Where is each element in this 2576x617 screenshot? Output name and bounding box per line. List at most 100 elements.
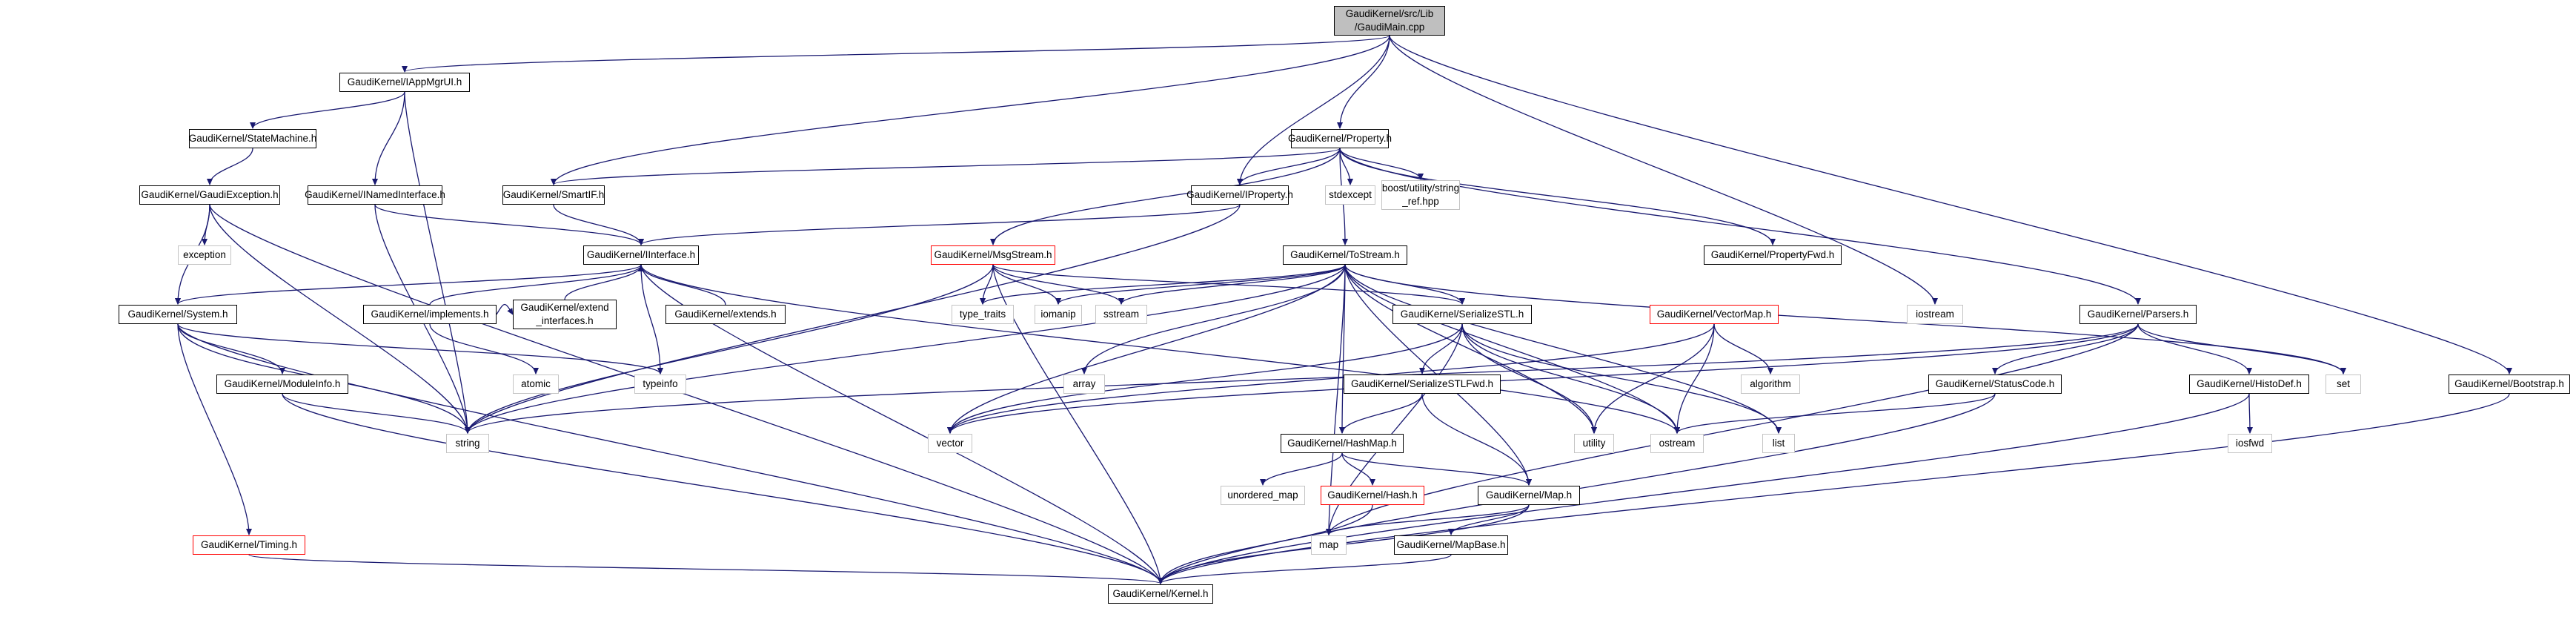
include-edge-property-to-iproperty xyxy=(1237,148,1341,185)
graph-node-propertyfwd[interactable]: GaudiKernel/PropertyFwd.h xyxy=(1704,245,1842,265)
graph-node-extends[interactable]: GaudiKernel/extends.h xyxy=(665,305,786,324)
graph-node-booststringref[interactable]: boost/utility/string _ref.hpp xyxy=(1381,180,1460,210)
graph-node-hash[interactable]: GaudiKernel/Hash.h xyxy=(1321,486,1424,505)
graph-node-array[interactable]: array xyxy=(1063,375,1105,394)
graph-node-stdexcept[interactable]: stdexcept xyxy=(1325,185,1375,205)
include-edge-parsers-to-histodef xyxy=(2137,323,2252,375)
include-edge-extendinterfaces-to-iinterface xyxy=(564,265,644,300)
include-edge-bootstrap-to-kernel xyxy=(1158,393,2510,584)
include-edge-serializestl-to-vector xyxy=(947,323,1463,434)
include-edge-vectormap-to-vector xyxy=(947,323,1715,434)
graph-node-mapbase[interactable]: GaudiKernel/MapBase.h xyxy=(1394,535,1508,555)
graph-node-exception[interactable]: exception xyxy=(178,245,231,265)
graph-node-statuscode[interactable]: GaudiKernel/StatusCode.h xyxy=(1928,375,2062,394)
include-edge-iinterface-to-system xyxy=(175,264,642,305)
include-edge-msgstream-to-typetraits xyxy=(980,264,994,305)
include-edge-msgstream-to-sstream xyxy=(992,264,1124,305)
include-edge-parsers-to-set xyxy=(2137,323,2346,375)
include-edge-iinterface-to-kernel xyxy=(640,264,1163,584)
include-edge-iproperty-to-iinterface xyxy=(638,204,1241,245)
graph-node-main[interactable]: GaudiKernel/src/Lib /GaudiMain.cpp xyxy=(1334,6,1445,36)
include-edge-property-to-smartif xyxy=(551,148,1341,185)
include-edge-tostream-to-utility xyxy=(1344,264,1597,434)
graph-node-map[interactable]: map xyxy=(1311,535,1347,555)
graph-node-inamedinterface[interactable]: GaudiKernel/INamedInterface.h xyxy=(305,185,445,205)
include-edge-inamedinterface-to-iinterface xyxy=(374,204,644,245)
graph-node-extendinterfaces[interactable]: GaudiKernel/extend _interfaces.h xyxy=(513,300,617,329)
graph-node-system[interactable]: GaudiKernel/System.h xyxy=(119,305,237,324)
graph-node-set[interactable]: set xyxy=(2326,375,2361,394)
include-edge-msgstream-to-string xyxy=(465,264,994,434)
include-edge-tostream-to-sstream xyxy=(1118,264,1346,305)
include-edge-statuscode-to-ostream xyxy=(1674,393,1996,434)
graph-node-vector[interactable]: vector xyxy=(928,434,972,453)
graph-node-ostream[interactable]: ostream xyxy=(1650,434,1704,453)
include-edge-gaudiexception-to-kernel xyxy=(209,204,1163,584)
include-edge-property-to-msgstream xyxy=(990,148,1341,245)
include-edge-msgstream-to-serializestl xyxy=(992,264,1465,305)
include-edge-mapbase-to-kernel xyxy=(1158,554,1452,584)
graph-node-tostream[interactable]: GaudiKernel/ToStream.h xyxy=(1283,245,1407,265)
graph-node-iinterface[interactable]: GaudiKernel/IInterface.h xyxy=(583,245,699,265)
include-edge-serializestlfwd-to-hashmap xyxy=(1339,393,1423,434)
graph-node-iosfwd[interactable]: iosfwd xyxy=(2228,434,2272,453)
graph-node-list[interactable]: list xyxy=(1762,434,1795,453)
graph-node-algorithm[interactable]: algorithm xyxy=(1741,375,1800,394)
include-edge-iappmgrui-to-string xyxy=(404,91,471,434)
include-edge-statemachine-to-gaudiexception xyxy=(207,148,253,185)
include-edge-implements-to-iinterface xyxy=(429,265,644,306)
graph-node-iproperty[interactable]: GaudiKernel/IProperty.h xyxy=(1186,185,1293,205)
include-edge-vectormap-to-ostream xyxy=(1674,323,1715,434)
graph-node-statemachine[interactable]: GaudiKernel/StateMachine.h xyxy=(189,129,316,148)
graph-node-serializestlfwd[interactable]: GaudiKernel/SerializeSTLFwd.h xyxy=(1344,375,1501,394)
graph-node-utility[interactable]: utility xyxy=(1574,434,1614,453)
include-edge-maph-to-map xyxy=(1326,504,1530,535)
graph-node-implements[interactable]: GaudiKernel/implements.h xyxy=(363,305,497,324)
graph-node-gaudiexception[interactable]: GaudiKernel/GaudiException.h xyxy=(139,185,280,205)
graph-node-histodef[interactable]: GaudiKernel/HistoDef.h xyxy=(2189,375,2309,394)
include-edge-parsers-to-statuscode xyxy=(1992,323,2139,375)
graph-node-vectormap[interactable]: GaudiKernel/VectorMap.h xyxy=(1650,305,1779,324)
graph-node-typeinfo[interactable]: typeinfo xyxy=(634,375,686,394)
graph-node-unorderedmap[interactable]: unordered_map xyxy=(1221,486,1305,505)
graph-node-maph[interactable]: GaudiKernel/Map.h xyxy=(1478,486,1580,505)
graph-node-string[interactable]: string xyxy=(446,434,489,453)
include-edge-implements-to-atomic xyxy=(429,323,539,375)
graph-node-moduleinfo[interactable]: GaudiKernel/ModuleInfo.h xyxy=(216,375,348,394)
include-edge-tostream-to-typetraits xyxy=(980,264,1346,305)
include-edge-tostream-to-map xyxy=(1326,264,1346,535)
include-edge-extends-to-iinterface xyxy=(638,265,726,306)
graph-node-sstream[interactable]: sstream xyxy=(1095,305,1147,324)
include-edge-tostream-to-string xyxy=(465,264,1346,434)
graph-node-iostream[interactable]: iostream xyxy=(1907,305,1963,324)
include-edge-smartif-to-iinterface xyxy=(553,204,644,245)
include-edge-tostream-to-iomanip xyxy=(1055,264,1346,305)
include-edge-main-to-iappmgrui xyxy=(402,35,1390,73)
graph-node-parsers[interactable]: GaudiKernel/Parsers.h xyxy=(2079,305,2197,324)
graph-node-serializestl[interactable]: GaudiKernel/SerializeSTL.h xyxy=(1392,305,1532,324)
graph-node-timing[interactable]: GaudiKernel/Timing.h xyxy=(193,535,305,555)
include-edge-histodef-to-kernel xyxy=(1158,393,2250,584)
graph-node-typetraits[interactable]: type_traits xyxy=(952,305,1014,324)
include-edge-moduleinfo-to-string xyxy=(282,393,471,434)
include-edge-main-to-bootstrap xyxy=(1389,35,2512,375)
include-edge-main-to-smartif xyxy=(551,35,1390,185)
graph-node-smartif[interactable]: GaudiKernel/SmartIF.h xyxy=(502,185,605,205)
include-edge-parsers-to-string xyxy=(465,323,2139,434)
graph-node-bootstrap[interactable]: GaudiKernel/Bootstrap.h xyxy=(2449,375,2570,394)
graph-node-msgstream[interactable]: GaudiKernel/MsgStream.h xyxy=(931,245,1055,265)
graph-node-iappmgrui[interactable]: GaudiKernel/IAppMgrUI.h xyxy=(339,73,470,92)
include-edge-system-to-timing xyxy=(177,323,252,535)
graph-node-property[interactable]: GaudiKernel/Property.h xyxy=(1288,129,1392,148)
include-edge-system-to-moduleinfo xyxy=(177,323,285,375)
graph-node-kernel[interactable]: GaudiKernel/Kernel.h xyxy=(1108,584,1213,604)
include-edge-system-to-typeinfo xyxy=(177,323,663,375)
include-edge-tostream-to-array xyxy=(1081,264,1346,375)
graph-node-atomic[interactable]: atomic xyxy=(513,375,559,394)
include-edge-iproperty-to-string xyxy=(465,204,1241,434)
include-edge-parsers-to-map xyxy=(1326,323,2139,535)
include-edge-hashmap-to-unorderedmap xyxy=(1260,452,1343,486)
graph-node-iomanip[interactable]: iomanip xyxy=(1035,305,1082,324)
graph-node-hashmap[interactable]: GaudiKernel/HashMap.h xyxy=(1281,434,1404,453)
